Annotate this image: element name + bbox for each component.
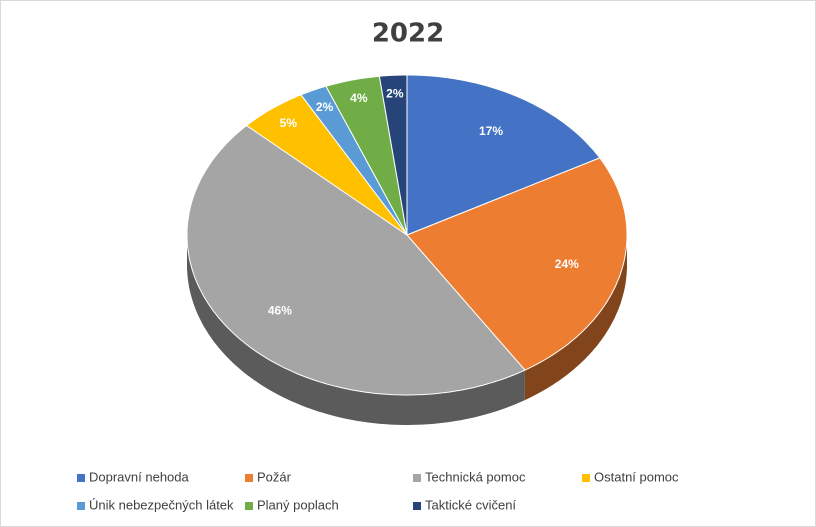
- slice: [300, 85, 408, 236]
- data-label: 2%: [386, 87, 404, 101]
- slice: [325, 75, 408, 236]
- legend-label: Taktické cvičení: [425, 497, 516, 512]
- data-label: 24%: [555, 257, 579, 271]
- legend-swatch: [245, 502, 253, 510]
- legend-label: Ostatní pomoc: [594, 469, 679, 484]
- legend-swatch: [245, 474, 253, 482]
- legend-swatch: [77, 474, 85, 482]
- legend-swatch: [413, 502, 421, 510]
- legend-label: Požár: [257, 469, 292, 484]
- legend-label: Planý poplach: [257, 497, 339, 512]
- data-label: 17%: [479, 124, 503, 138]
- legend-box: [70, 463, 746, 519]
- legend-label: Dopravní nehoda: [89, 469, 190, 484]
- legend-swatch: [77, 502, 85, 510]
- data-label: 5%: [280, 116, 298, 130]
- slice-side: [187, 235, 525, 425]
- legend-label: Únik nebezpečných látek: [89, 497, 234, 512]
- data-label: 2%: [316, 100, 334, 114]
- data-label: 4%: [350, 91, 368, 105]
- slice: [406, 74, 601, 236]
- slice: [406, 157, 628, 371]
- slice-side: [524, 235, 627, 401]
- slice: [245, 94, 408, 236]
- data-label: 46%: [268, 304, 292, 318]
- slice: [378, 74, 408, 236]
- slice: [186, 124, 526, 396]
- legend-swatch: [413, 474, 421, 482]
- chart-title: 2022: [372, 19, 444, 49]
- legend-swatch: [582, 474, 590, 482]
- legend-label: Technická pomoc: [425, 469, 526, 484]
